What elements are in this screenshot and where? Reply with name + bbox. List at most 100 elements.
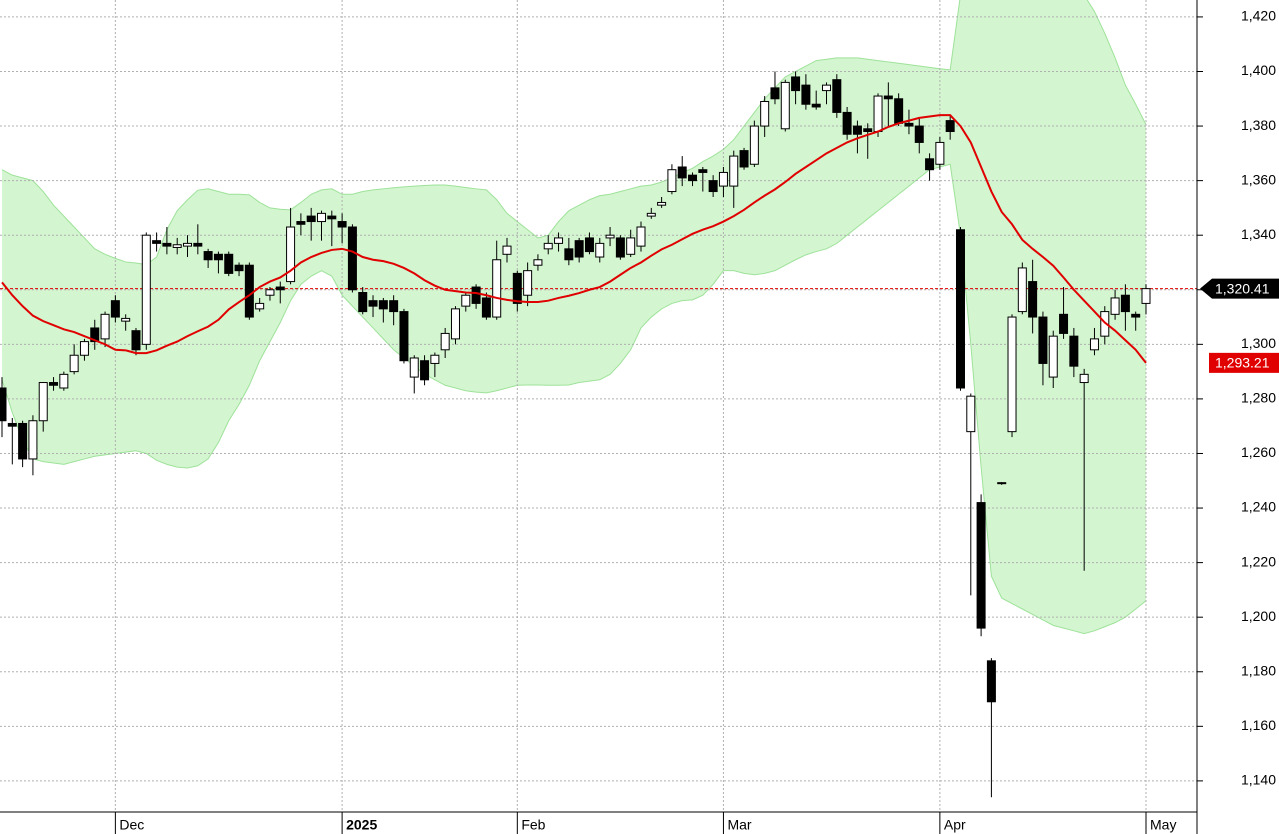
candle-body (945, 120, 955, 133)
candle-body (626, 237, 636, 255)
candle-body (224, 253, 234, 274)
y-tick-label: 1,200 (1241, 608, 1276, 624)
x-tick-label: Dec (119, 817, 144, 833)
candle-body (667, 169, 677, 193)
candle-body (1100, 311, 1110, 337)
candle-body (358, 291, 368, 313)
x-tick-label: 2025 (346, 817, 377, 833)
candle-body (378, 300, 388, 310)
y-tick-label: 1,160 (1241, 717, 1276, 733)
candle-body (1079, 373, 1089, 384)
candle-body (244, 264, 254, 318)
band-area (2, 0, 1146, 634)
band-layer (1, 0, 1147, 635)
candle-body (471, 286, 481, 304)
candle-body (1038, 316, 1048, 364)
candle-body (296, 221, 306, 225)
candle-body (986, 660, 996, 703)
candle-body (399, 311, 409, 362)
candle-body (801, 84, 811, 105)
candle-body (749, 125, 759, 165)
candle-body (0, 387, 7, 422)
x-tick-label: May (1150, 817, 1176, 833)
candle-body (677, 166, 687, 179)
candle-body (162, 242, 172, 247)
candle-body (883, 95, 893, 100)
candle-body (286, 226, 296, 283)
candle-body (1007, 316, 1017, 433)
y-tick-label: 1,240 (1241, 499, 1276, 515)
candle-body (1059, 313, 1069, 334)
candle-body (502, 245, 512, 255)
band-line-upper (1, 0, 1147, 266)
candle-body (450, 308, 460, 340)
candle-body (976, 502, 986, 629)
candle-body (512, 272, 522, 304)
y-tick-label: 1,180 (1241, 662, 1276, 678)
candle-body (770, 87, 780, 100)
candle-body (718, 171, 728, 187)
candle-body (863, 128, 873, 133)
y-tick-label: 1,140 (1241, 772, 1276, 788)
candle-body (28, 420, 38, 460)
candle-body (1110, 297, 1120, 315)
candle-body (90, 327, 100, 343)
candle-body (492, 259, 502, 318)
candle-body (523, 270, 533, 296)
candle-body (533, 259, 543, 266)
mark-layer (0, 71, 1197, 798)
candle-body (1017, 267, 1027, 313)
candle-body (615, 237, 625, 258)
candle-body (894, 98, 904, 124)
candle-body (213, 253, 223, 261)
y-tick-label: 1,260 (1241, 444, 1276, 460)
candle-body (935, 141, 945, 165)
candle-body (49, 382, 59, 386)
candle-body (337, 221, 347, 228)
candle-body (873, 95, 883, 133)
candle-body (430, 354, 440, 364)
candle-body (1069, 335, 1079, 367)
candle-body (904, 122, 914, 127)
y-tick-label: 1,280 (1241, 390, 1276, 406)
candle-body (18, 422, 28, 460)
candle-body (636, 226, 646, 247)
y-tick-label: 1,220 (1241, 553, 1276, 569)
candle-body (925, 158, 935, 171)
y-tick-label: 1,420 (1241, 8, 1276, 24)
candle-body (574, 240, 584, 258)
candle-body (1131, 313, 1141, 318)
candle-body (1048, 335, 1058, 378)
candle-body (688, 174, 698, 182)
candle-body (193, 242, 203, 247)
candle-body (110, 300, 120, 318)
candle-body (914, 125, 924, 143)
price-marker-label: 1,320.41 (1215, 280, 1270, 296)
candle-body (564, 248, 574, 261)
candle-body (739, 150, 749, 168)
candle-body (38, 382, 48, 422)
candle-body (440, 332, 450, 351)
candle-body (203, 251, 213, 261)
candle-body (657, 201, 667, 206)
candle-body (306, 215, 316, 223)
candle-body (275, 286, 285, 291)
candle-body (1089, 338, 1099, 351)
candle-body (409, 357, 419, 378)
price-marker (1200, 278, 1279, 299)
candle-body (100, 313, 110, 340)
candle-body (760, 101, 770, 127)
candle-body (554, 237, 564, 244)
candle-body (461, 294, 471, 307)
y-tick-label: 1,300 (1241, 335, 1276, 351)
candle-body (822, 84, 832, 92)
candle-body (832, 79, 842, 113)
candle-body (121, 317, 131, 322)
candle-body (131, 330, 141, 351)
candle-body (265, 289, 275, 296)
candle-body (347, 226, 357, 291)
candle-body (811, 103, 821, 108)
candle-body (316, 212, 326, 223)
candle-body (7, 422, 17, 427)
